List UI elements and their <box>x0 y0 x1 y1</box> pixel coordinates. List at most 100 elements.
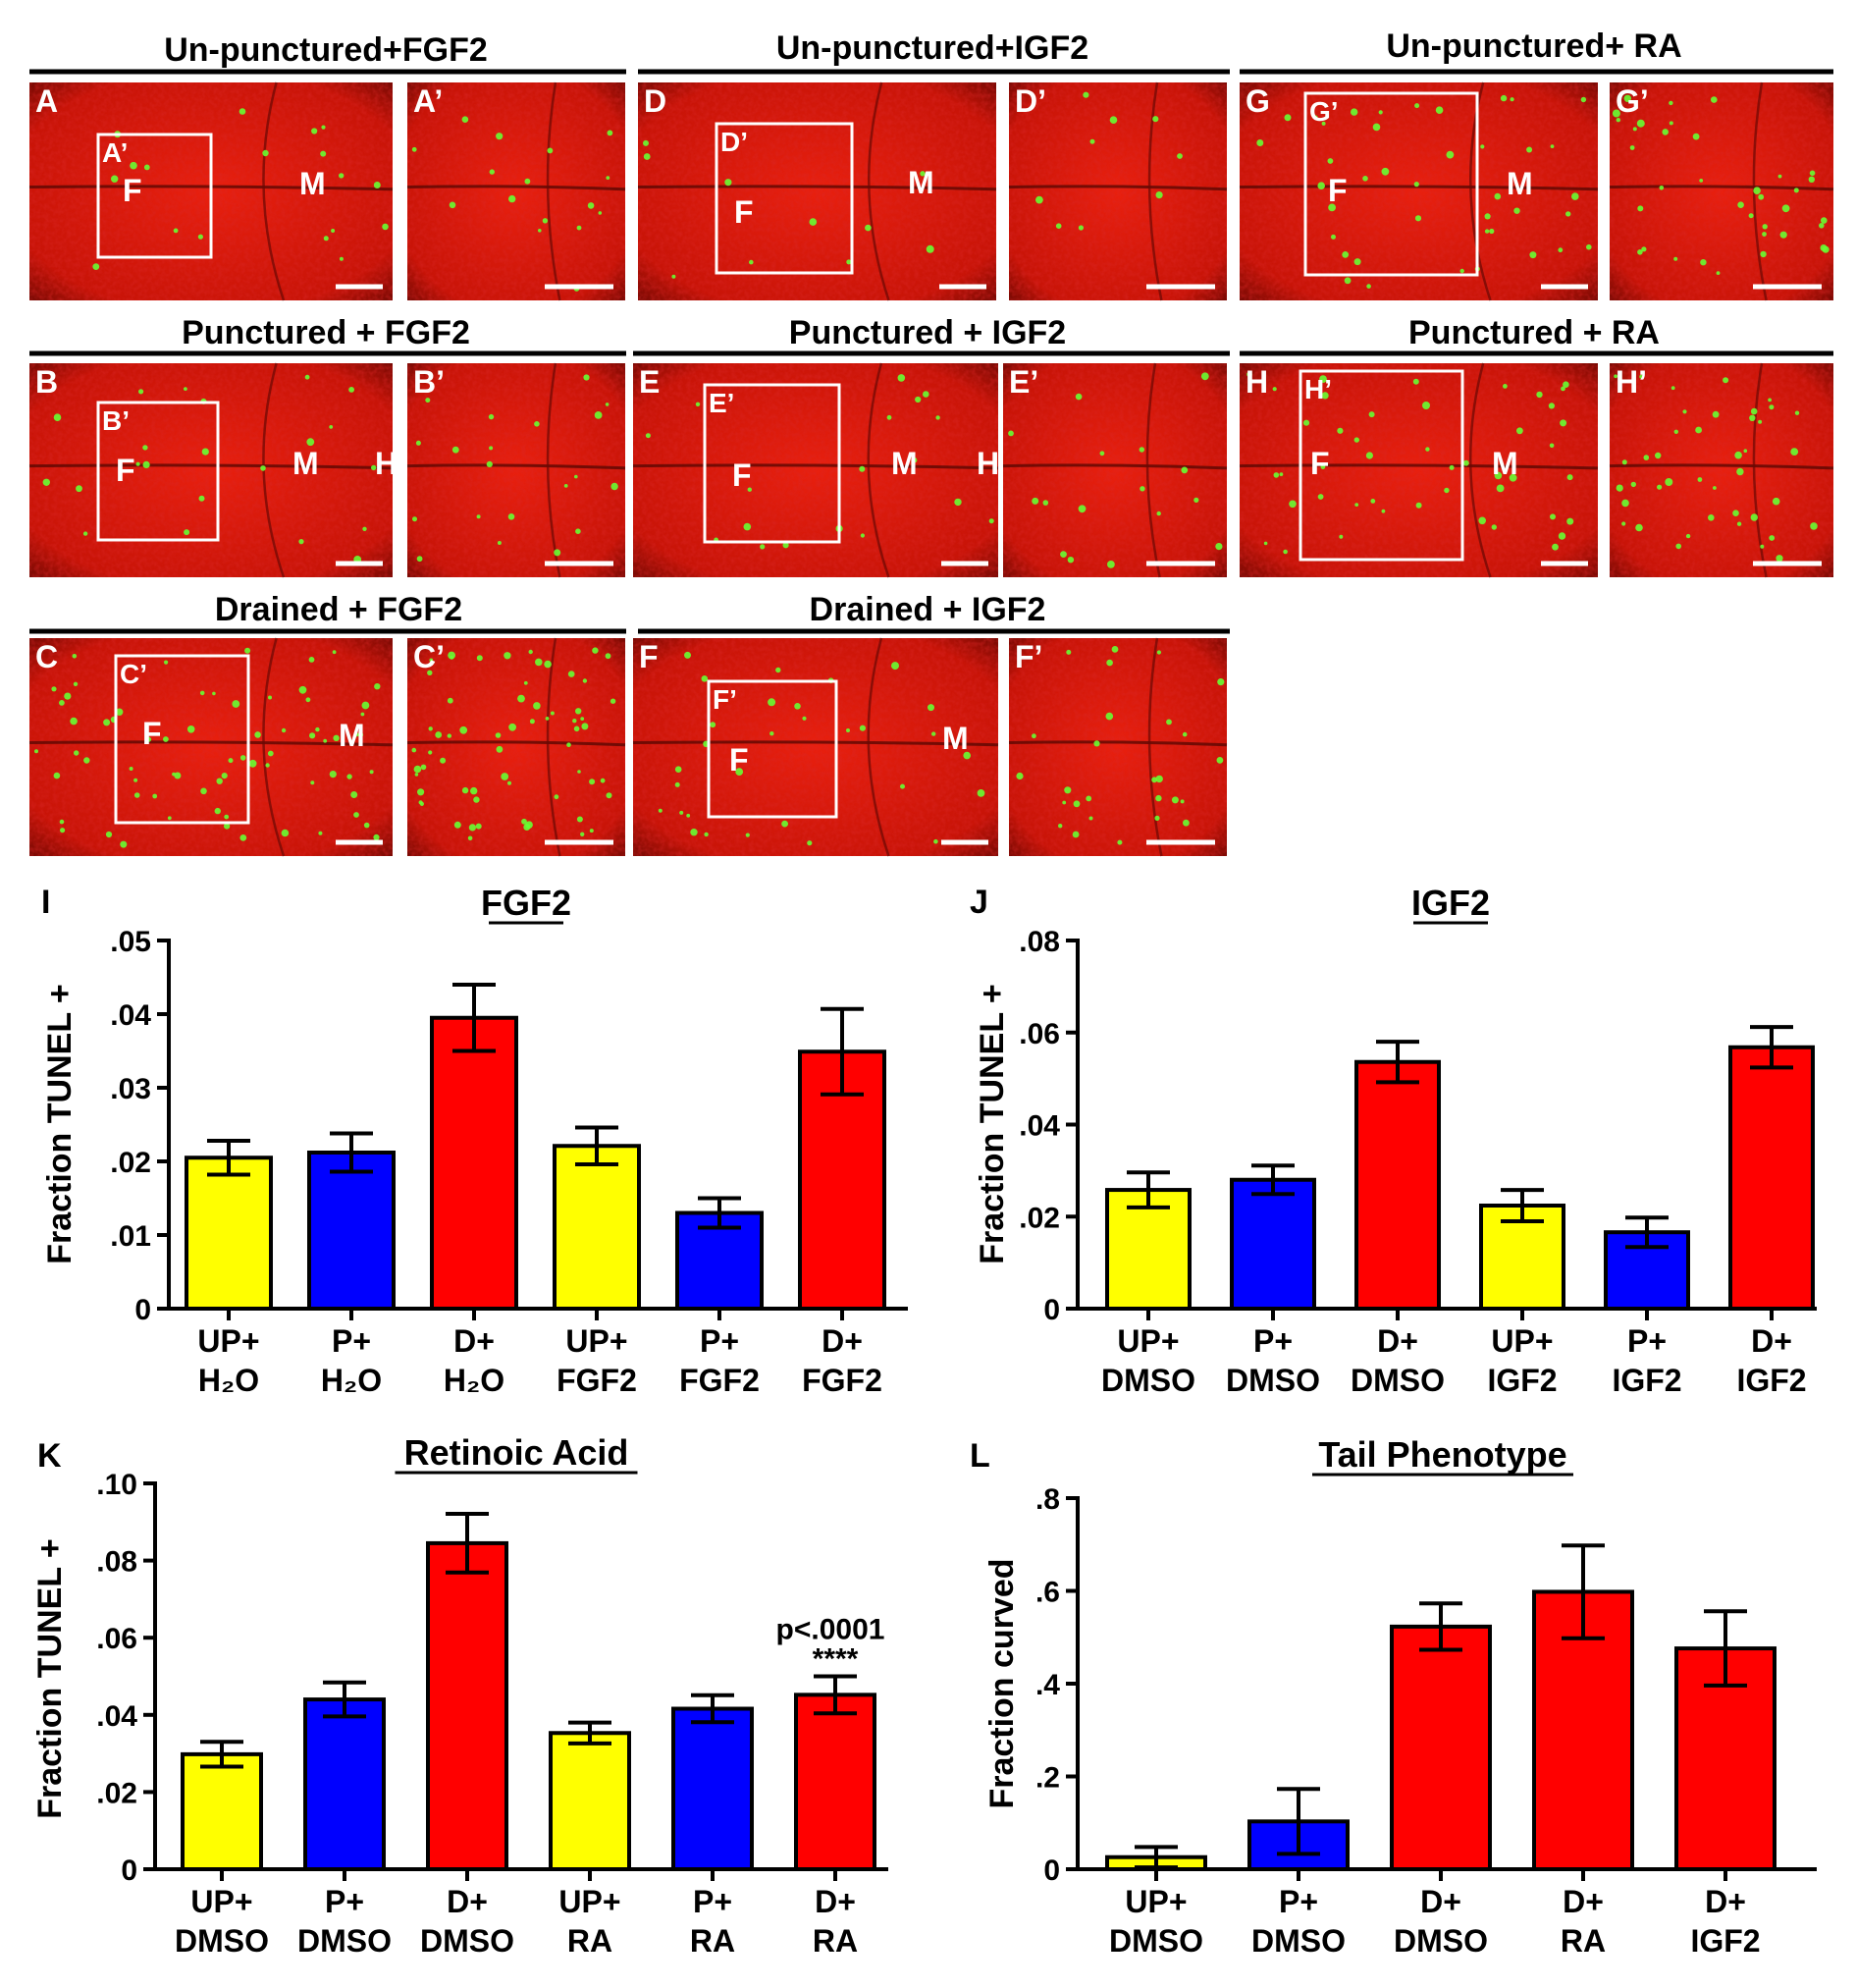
cell-texture <box>638 82 996 300</box>
tunel-positive-cell <box>488 413 495 420</box>
tunel-positive-cell <box>228 758 234 764</box>
tunel-positive-cell <box>781 820 788 828</box>
tunel-positive-cell <box>582 678 588 683</box>
tunel-positive-cell <box>1089 138 1095 144</box>
tunel-positive-cell <box>1692 133 1700 140</box>
tunel-positive-cell <box>323 236 329 242</box>
tunel-positive-cell <box>580 832 585 836</box>
tunel-positive-cell <box>1489 228 1495 235</box>
category-label-line2: DMSO <box>1109 1923 1203 1959</box>
y-tick-label: .4 <box>1035 1669 1060 1701</box>
midline <box>406 740 626 747</box>
zoom-micrograph-G: G’ <box>1609 81 1834 301</box>
tunel-positive-cell <box>413 765 422 774</box>
tunel-positive-cell <box>76 485 82 493</box>
boundary-line <box>546 81 561 301</box>
tunel-positive-cell <box>550 711 555 716</box>
panel-letter: F <box>639 639 659 674</box>
tunel-positive-cell <box>1758 419 1763 424</box>
boundary-line <box>262 81 286 301</box>
tunel-positive-cell <box>1016 772 1024 780</box>
y-tick-label: 0 <box>134 1294 151 1326</box>
tunel-positive-cell <box>928 704 934 712</box>
midline <box>1239 185 1599 191</box>
tunel-positive-cell <box>1734 451 1742 459</box>
bar <box>1105 1188 1192 1311</box>
tunel-positive-cell <box>475 823 482 830</box>
tunel-positive-cell <box>304 374 310 380</box>
tunel-positive-cell <box>34 749 38 754</box>
panel-condition-header: Punctured + RA <box>1408 314 1660 351</box>
tunel-positive-cell <box>447 733 451 738</box>
category-label-line2: DMSO <box>1394 1923 1488 1959</box>
tunel-positive-cell <box>1762 224 1768 230</box>
bar <box>1728 1045 1815 1311</box>
chart-title: FGF2 <box>481 883 571 923</box>
tunel-positive-cell <box>74 750 80 756</box>
region-label: F <box>732 457 752 493</box>
tunel-positive-cell <box>576 816 583 823</box>
tunel-positive-cell <box>891 662 899 671</box>
tunel-positive-cell <box>508 194 516 203</box>
tunel-positive-cell <box>1381 509 1386 513</box>
tunel-positive-cell <box>580 717 585 721</box>
cell-texture <box>1009 638 1227 856</box>
tunel-positive-cell <box>1550 144 1555 149</box>
cell-texture <box>1240 363 1598 577</box>
tunel-positive-cell <box>428 726 433 731</box>
tunel-positive-cell <box>1558 532 1566 540</box>
tunel-positive-cell <box>254 731 261 738</box>
cell-texture <box>633 638 998 856</box>
tunel-positive-cell <box>690 829 698 836</box>
tunel-positive-cell <box>239 834 247 841</box>
y-tick-label: .01 <box>110 1220 151 1253</box>
tunel-positive-cell <box>239 108 246 115</box>
tunel-positive-cell <box>1008 430 1014 437</box>
tunel-positive-cell <box>671 274 676 279</box>
microscopy-panels: Un-punctured+FGF2 Un-punctured+IGF2 Un-pun… <box>28 27 1834 857</box>
tunel-positive-cell <box>1109 116 1118 124</box>
tunel-positive-cell <box>605 653 611 660</box>
tunel-positive-cell <box>860 533 866 538</box>
tunel-positive-cell <box>1732 510 1739 516</box>
tunel-positive-cell <box>428 750 433 755</box>
tunel-positive-cell <box>320 150 327 157</box>
tunel-positive-cell <box>1284 114 1292 122</box>
tunel-positive-cell <box>554 794 559 800</box>
tunel-positive-cell <box>915 396 922 403</box>
tunel-positive-cell <box>361 701 370 710</box>
tunel-positive-cell <box>581 723 589 730</box>
category-label-line2: DMSO <box>1101 1363 1195 1398</box>
tunel-positive-cell <box>809 218 818 226</box>
tunel-positive-cell <box>1366 284 1371 289</box>
category-label-line1: D+ <box>1751 1323 1792 1359</box>
tunel-positive-cell <box>244 647 251 654</box>
tunel-positive-cell <box>1180 799 1185 804</box>
boundary-line <box>1469 362 1492 578</box>
tunel-positive-cell <box>1491 524 1498 530</box>
tunel-positive-cell <box>329 425 334 429</box>
tunel-positive-cell <box>1820 244 1828 251</box>
tunel-positive-cell <box>1413 182 1419 188</box>
tunel-positive-cell <box>567 671 575 677</box>
tunel-positive-cell <box>606 792 612 799</box>
tunel-positive-cell <box>1736 467 1744 476</box>
region-label: M <box>339 718 365 753</box>
tunel-positive-cell <box>1078 225 1084 231</box>
tunel-positive-cell <box>348 387 354 393</box>
cell-texture <box>29 363 393 577</box>
zoom-panel-letter: G’ <box>1616 83 1649 119</box>
tunel-positive-cell <box>1793 188 1799 193</box>
tunel-positive-cell <box>583 374 590 381</box>
tunel-positive-cell <box>281 829 290 837</box>
bar <box>307 1151 396 1311</box>
tunel-positive-cell <box>73 681 79 686</box>
tunel-positive-cell <box>412 516 417 522</box>
region-label: F <box>123 173 142 208</box>
tunel-positive-cell <box>133 792 140 798</box>
y-tick-label: .06 <box>1019 1018 1060 1050</box>
category-label-line2: IGF2 <box>1690 1923 1760 1959</box>
tunel-positive-cell <box>1695 426 1702 434</box>
tunel-positive-cell <box>1496 484 1505 493</box>
tunel-positive-cell <box>701 675 709 682</box>
